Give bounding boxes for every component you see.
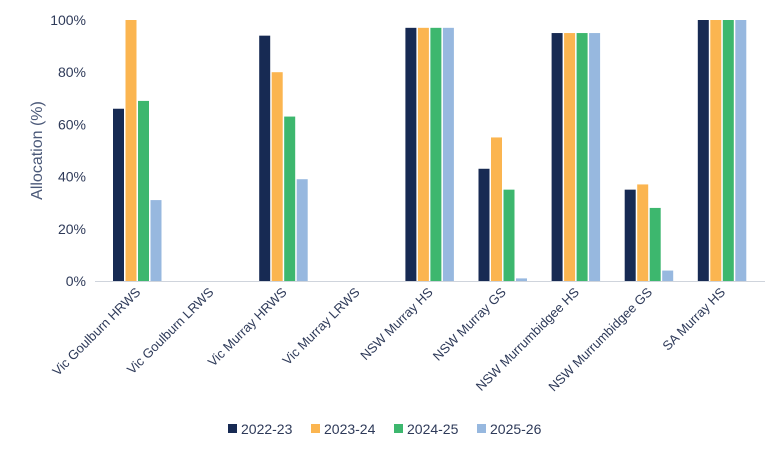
bar (405, 27, 417, 281)
x-category-label: NSW Murray HS (357, 284, 436, 363)
legend-label: 2022-23 (241, 421, 293, 437)
bar (564, 33, 576, 281)
bar (503, 189, 515, 281)
legend-swatch (477, 424, 486, 433)
bar (516, 278, 527, 281)
legend-item: 2024-25 (394, 421, 459, 437)
bar (296, 179, 308, 281)
x-category-label: Vic Murray HRWS (205, 284, 290, 369)
legend-swatch (311, 424, 320, 433)
legend-swatch (394, 424, 403, 433)
bar (113, 108, 124, 282)
bar (710, 20, 722, 281)
x-category-label: NSW Murray GS (430, 284, 509, 363)
bar (442, 27, 454, 281)
y-ticks: 0% 20% 40% 60% 80% 100% (50, 12, 86, 289)
bar (735, 20, 747, 281)
y-axis-title-group: Allocation (%) (29, 101, 46, 200)
bar (491, 137, 502, 281)
bar (624, 189, 636, 281)
y-tick-label: 100% (50, 12, 86, 28)
bar (589, 33, 601, 281)
legend-item: 2022-23 (228, 421, 293, 437)
x-category-label: Vic Murray LRWS (279, 284, 363, 368)
bar (417, 27, 429, 281)
legend-swatch (228, 424, 237, 433)
y-tick-label: 60% (58, 116, 86, 132)
legend-label: 2023-24 (324, 421, 376, 437)
bar (551, 33, 563, 281)
y-axis-title: Allocation (%) (29, 101, 46, 200)
y-tick-label: 80% (58, 64, 86, 80)
bar (576, 33, 588, 281)
y-tick-label: 20% (58, 221, 86, 237)
legend-label: 2025-26 (490, 421, 542, 437)
bar (722, 20, 734, 281)
bar (697, 20, 709, 281)
legend-item: 2023-24 (311, 421, 376, 437)
bar (478, 168, 490, 281)
bar (649, 207, 661, 281)
bar (637, 184, 649, 281)
legend-item: 2025-26 (477, 421, 542, 437)
y-tick-label: 40% (58, 169, 86, 185)
legend: 2022-23 2023-24 2024-25 2025-26 (228, 421, 542, 437)
bars (113, 20, 747, 282)
bar (138, 100, 149, 281)
bar (271, 72, 283, 281)
bar (150, 200, 162, 281)
x-category-label: SA Murray HS (659, 284, 728, 353)
legend-label: 2024-25 (407, 421, 459, 437)
bar (125, 20, 137, 281)
bar (284, 116, 296, 281)
bar (430, 27, 442, 281)
y-tick-label: 0% (66, 273, 86, 289)
bar (259, 35, 271, 281)
bar (662, 270, 674, 281)
